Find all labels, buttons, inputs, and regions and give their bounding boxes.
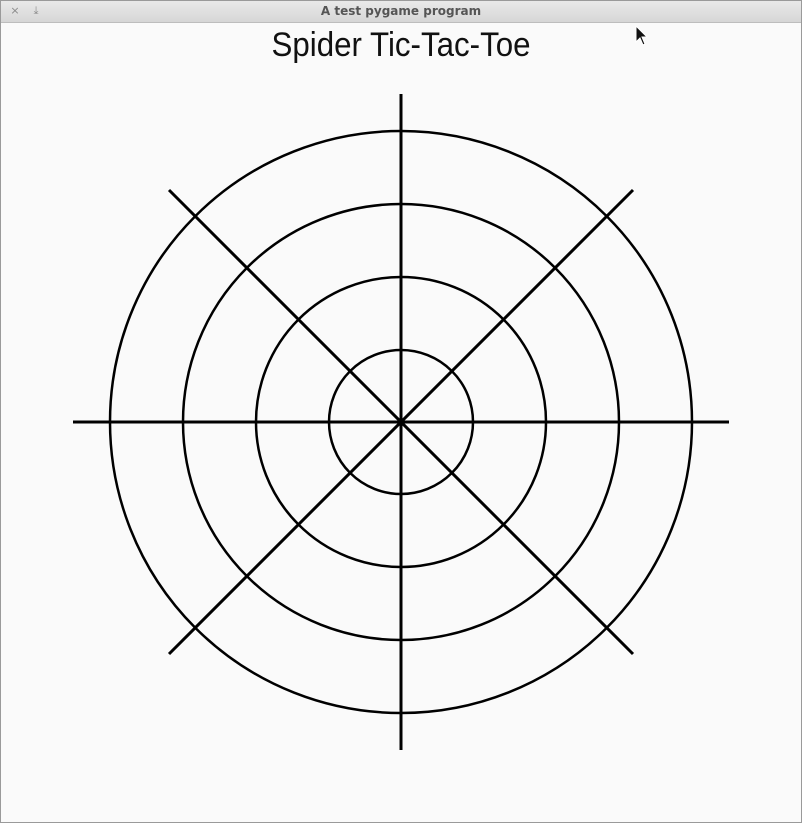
mouse-cursor-icon xyxy=(635,25,649,46)
window-title: A test pygame program xyxy=(320,4,482,18)
board-spokes xyxy=(73,94,729,750)
minimize-icon[interactable]: ⤓ xyxy=(33,4,39,17)
close-icon[interactable]: × xyxy=(10,4,20,17)
window-titlebar[interactable]: × ⤓ A test pygame program xyxy=(1,1,801,23)
game-title: Spider Tic-Tac-Toe xyxy=(271,26,531,64)
spoke-diagonal-ne-sw xyxy=(167,188,635,656)
